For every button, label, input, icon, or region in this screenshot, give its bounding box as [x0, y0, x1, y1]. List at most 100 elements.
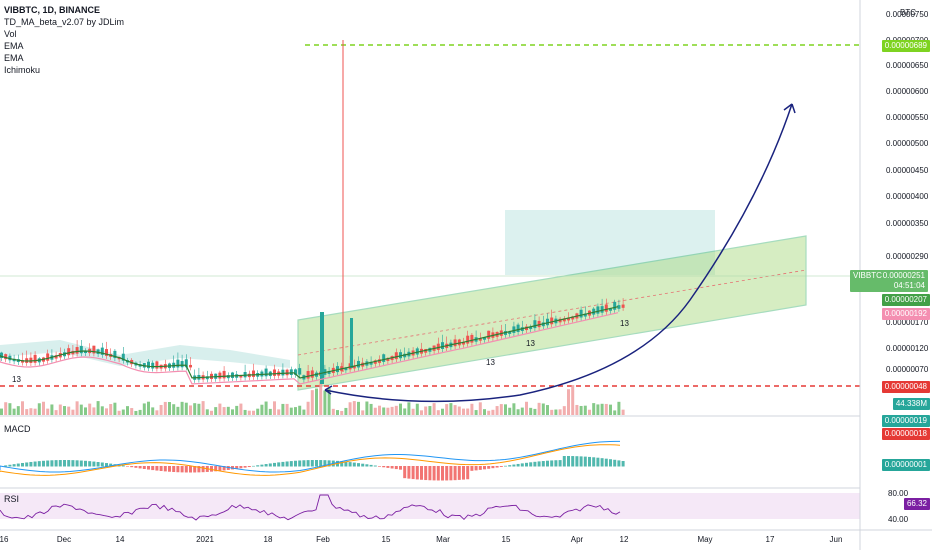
- price-tag-ema1: 0.00000207: [881, 294, 930, 306]
- macd-histogram-bar: [470, 466, 474, 471]
- volume-bar: [420, 410, 423, 415]
- x-tick-label: 17: [766, 535, 775, 544]
- candle-body: [453, 339, 457, 347]
- volume-bar: [226, 406, 230, 415]
- candle-body: [84, 350, 87, 354]
- macd-histogram-bar: [365, 464, 369, 467]
- macd-histogram-bar: [42, 460, 45, 467]
- volume-bar: [428, 406, 432, 415]
- volume-bar: [541, 403, 545, 415]
- macd-histogram-bar: [67, 460, 71, 467]
- candle-body: [529, 327, 533, 330]
- macd-histogram-bar: [491, 466, 495, 469]
- projection-arrow-tail: [324, 385, 333, 395]
- volume-bar: [256, 408, 260, 415]
- volume-bar: [193, 403, 197, 415]
- y-tick-label: 0.00000290: [886, 252, 929, 261]
- y-tick-label: 0.00000750: [886, 10, 929, 19]
- macd-histogram-bar: [130, 466, 134, 468]
- y-tick-label: 0.00000350: [886, 219, 929, 228]
- candle-body: [113, 350, 117, 359]
- macd-histogram-bar: [352, 462, 356, 467]
- volume-bar: [407, 402, 411, 415]
- macd-histogram-bar: [92, 461, 96, 467]
- price-tag-ema2: 0.00000192: [881, 308, 930, 320]
- macd-histogram-bar: [184, 466, 188, 473]
- macd-histogram-bar: [394, 466, 398, 470]
- macd-histogram-bar: [84, 460, 87, 467]
- macd-histogram-bar: [54, 460, 58, 467]
- legend-line-td-ma: TD_MA_beta_v2.07 by JDLim: [4, 17, 125, 27]
- volume-bar: [319, 381, 323, 415]
- volume-bar: [231, 409, 234, 415]
- macd-histogram-bar: [415, 466, 419, 480]
- macd-histogram-bar: [214, 466, 218, 472]
- macd-histogram-bar: [558, 460, 562, 467]
- volume-bar: [0, 408, 3, 415]
- volume-bar: [113, 402, 117, 415]
- candle-body: [508, 331, 512, 334]
- volume-bar: [176, 406, 180, 415]
- candle-body: [487, 330, 491, 339]
- volume-bar: [483, 409, 486, 415]
- volume-bar: [289, 407, 293, 415]
- macd-histogram-bar: [588, 456, 591, 467]
- macd-histogram-bar: [260, 464, 264, 467]
- volume-bar: [617, 401, 621, 415]
- macd-histogram-bar: [201, 466, 205, 473]
- volume-bar: [432, 403, 436, 415]
- price-tag-target: 0.00000689: [881, 40, 930, 52]
- td-count-label: 13: [12, 375, 21, 384]
- volume-bar: [562, 406, 566, 415]
- rsi-tick-label: 40.00: [888, 515, 909, 524]
- macd-histogram-bar: [126, 466, 129, 467]
- price-tag-support: 0.00000048: [881, 381, 930, 393]
- macd-histogram-bar: [210, 466, 213, 472]
- volume-bar: [71, 409, 75, 415]
- candle-body: [604, 304, 608, 312]
- macd-histogram-bar: [382, 466, 386, 468]
- volume-bar: [180, 401, 184, 415]
- volume-bar: [525, 401, 528, 415]
- macd-histogram-bar: [457, 466, 461, 480]
- legend-title: VIBBTC, 1D, BINANCE: [4, 5, 101, 15]
- macd-histogram-bar: [504, 465, 507, 467]
- volume-bar: [214, 407, 218, 415]
- x-tick-label: 15: [502, 535, 511, 544]
- volume-bar: [4, 402, 8, 415]
- volume-bar: [163, 401, 167, 415]
- rsi-line: [0, 494, 621, 521]
- volume-bar: [298, 405, 302, 415]
- volume-bar: [529, 407, 533, 415]
- candle-body: [596, 306, 600, 314]
- volume-bar: [184, 402, 188, 415]
- volume-bar: [470, 403, 474, 415]
- macd-histogram-bar: [487, 466, 491, 469]
- candle-body: [180, 361, 184, 368]
- candle-body: [189, 364, 192, 368]
- macd-histogram-bar: [63, 460, 66, 467]
- macd-histogram-bar: [180, 466, 184, 473]
- macd-histogram-bar: [613, 459, 617, 467]
- macd-histogram-bar: [256, 465, 260, 467]
- macd-histogram-bar: [298, 460, 302, 467]
- macd-histogram-bar: [575, 456, 579, 467]
- volume-bar: [575, 404, 579, 415]
- volume-bar: [155, 410, 159, 415]
- candle-body: [273, 369, 276, 376]
- x-tick-label: 12: [620, 535, 629, 544]
- volume-bar: [466, 408, 470, 415]
- volume-bar: [172, 404, 176, 415]
- volume-bar: [373, 407, 377, 415]
- macd-label: MACD: [4, 424, 31, 434]
- macd-histogram-bar: [79, 460, 83, 467]
- candle-body: [176, 359, 180, 368]
- volume-bar: [613, 410, 617, 415]
- volume-bar: [42, 401, 45, 415]
- candle-body: [231, 372, 234, 378]
- volume-bar: [378, 405, 381, 415]
- macd-histogram-bar: [609, 459, 612, 467]
- candle-body: [466, 335, 470, 344]
- y-tick-label: 0.00000650: [886, 61, 929, 70]
- volume-bar: [84, 407, 87, 415]
